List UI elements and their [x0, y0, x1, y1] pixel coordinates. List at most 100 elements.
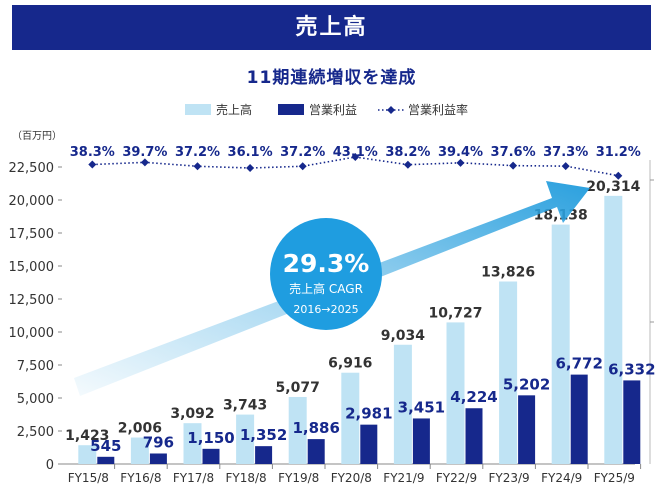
x-tick-label: FY24/9	[541, 471, 582, 485]
sales-bars: 1,423 2,006 3,092 3,743 5,077 6,916 9,03410,72…	[65, 179, 641, 464]
y-tick-label: 17,500	[9, 227, 55, 242]
margin-label: 38.3%	[70, 145, 115, 160]
margin-point	[509, 161, 518, 170]
x-tick-label: FY17/8	[173, 471, 214, 485]
sales-bar-label: 3,092	[170, 406, 214, 422]
y-tick-label: 5,000	[17, 392, 54, 407]
cagr-badge: 29.3% 売上高 CAGR 2016→2025	[270, 218, 382, 330]
x-tick-label: FY15/8	[68, 471, 109, 485]
sales-bar-label: 5,077	[276, 380, 320, 396]
y-tick-label: 15,000	[9, 260, 55, 275]
profit-bar-label: 5,202	[503, 375, 550, 393]
legend: 売上高 営業利益 営業利益率	[185, 102, 468, 117]
sales-bar-label: 13,826	[481, 264, 535, 280]
margin-line: 38.3% 39.7% 37.2% 36.1% 37.2% 43.1% 38.2% 39.4%…	[70, 145, 641, 180]
legend-label-profit: 営業利益	[309, 103, 357, 117]
y-tick-label: 12,500	[9, 293, 55, 308]
sales-bar	[393, 344, 412, 464]
sales-bar	[78, 445, 97, 464]
margin-point	[88, 160, 97, 169]
sales-bar-label: 9,034	[381, 328, 426, 344]
profit-bar-label: 1,150	[187, 429, 234, 447]
legend-swatch-profit	[278, 104, 304, 115]
margin-label: 37.3%	[543, 145, 588, 160]
legend-label-sales: 売上高	[216, 102, 252, 117]
profit-bar-label: 6,332	[608, 360, 655, 378]
y-tick-label: 7,500	[17, 359, 54, 374]
margin-point	[456, 158, 465, 167]
profit-bar	[412, 418, 430, 464]
profit-bar-label: 3,451	[398, 398, 445, 416]
margin-label: 38.2%	[385, 145, 430, 160]
cagr-label: 売上高 CAGR	[289, 281, 363, 296]
sales-bar	[446, 322, 465, 464]
margin-point	[561, 162, 570, 171]
margin-point	[298, 162, 307, 171]
profit-bar	[570, 374, 588, 464]
margin-point	[403, 160, 412, 169]
sales-bar	[341, 372, 360, 464]
sales-bar	[499, 281, 518, 464]
profit-bar-label: 4,224	[450, 388, 497, 406]
sales-bar	[183, 423, 202, 464]
margin-label: 39.4%	[438, 145, 483, 160]
profit-bar	[97, 456, 115, 464]
y-axis: 0 2,500 5,000 7,500 10,000 12,500 15,000 17,500…	[9, 161, 62, 473]
title-banner: 売上高	[12, 5, 651, 50]
y-tick-label: 20,000	[9, 194, 55, 209]
profit-bar	[360, 424, 378, 464]
sales-bar	[604, 195, 623, 464]
cagr-circle	[270, 218, 382, 330]
sales-bar	[130, 437, 149, 464]
x-tick-label: FY23/9	[489, 471, 530, 485]
x-tick-label: FY21/9	[383, 471, 424, 485]
margin-label: 36.1%	[228, 145, 273, 160]
sales-bar-label: 10,727	[428, 305, 482, 321]
profit-bars: 545 796 1,150 1,352 1,886 2,981 3,451 4,224 5,20…	[90, 355, 656, 464]
margin-point	[246, 164, 255, 172]
cagr-period: 2016→2025	[293, 303, 358, 316]
cagr-value: 29.3%	[283, 249, 370, 278]
margin-label: 31.2%	[596, 145, 641, 160]
x-tick-label: FY22/9	[436, 471, 477, 485]
legend-marker-margin	[387, 106, 395, 114]
y-tick-label: 22,500	[9, 161, 55, 176]
x-axis: FY15/8 FY16/8 FY17/8 FY18/8 FY19/8 FY20/8 FY21…	[68, 464, 642, 485]
margin-label: 43.1%	[333, 145, 378, 160]
profit-bar-label: 2,981	[345, 405, 392, 423]
sales-bar-label: 20,314	[586, 179, 640, 195]
chart-subtitle: 11期連続増収を達成	[246, 68, 417, 88]
profit-bar-label: 545	[90, 437, 121, 455]
x-tick-label: FY19/8	[278, 471, 319, 485]
sales-bar-label: 3,743	[223, 398, 267, 414]
x-tick-label: FY18/8	[226, 471, 267, 485]
profit-bar-label: 6,772	[555, 355, 602, 373]
y-tick-label: 10,000	[9, 326, 55, 341]
sales-bar	[236, 414, 255, 464]
x-tick-label: FY20/8	[331, 471, 372, 485]
sales-bar-label: 1,423	[65, 428, 109, 444]
margin-label: 37.2%	[280, 145, 325, 160]
x-tick-label: FY25/9	[594, 471, 635, 485]
margin-point	[351, 153, 360, 161]
legend-label-margin: 営業利益率	[408, 102, 468, 117]
x-tick-label: FY16/8	[120, 471, 161, 485]
profit-bar	[518, 395, 536, 464]
y-axis-unit: （百万円）	[12, 130, 62, 142]
profit-bar	[255, 446, 273, 464]
profit-bar	[465, 408, 483, 464]
margin-point	[140, 158, 149, 167]
y-tick-label: 2,500	[17, 425, 54, 440]
profit-bar	[623, 380, 641, 464]
profit-bar-label: 1,886	[292, 419, 339, 437]
margin-point	[193, 162, 202, 171]
y-tick-label: 0	[46, 458, 54, 473]
sales-bar-label: 6,916	[328, 356, 372, 372]
margin-label: 37.6%	[491, 145, 536, 160]
profit-bar-label: 796	[143, 433, 174, 451]
sales-bar	[551, 224, 570, 464]
margin-label: 37.2%	[175, 145, 220, 160]
sales-bar	[288, 396, 307, 464]
profit-bar-label: 1,352	[240, 426, 287, 444]
